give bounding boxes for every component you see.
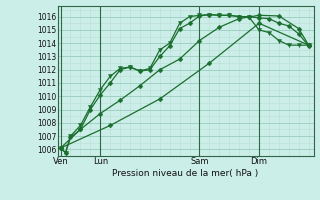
X-axis label: Pression niveau de la mer( hPa ): Pression niveau de la mer( hPa ) <box>112 169 259 178</box>
